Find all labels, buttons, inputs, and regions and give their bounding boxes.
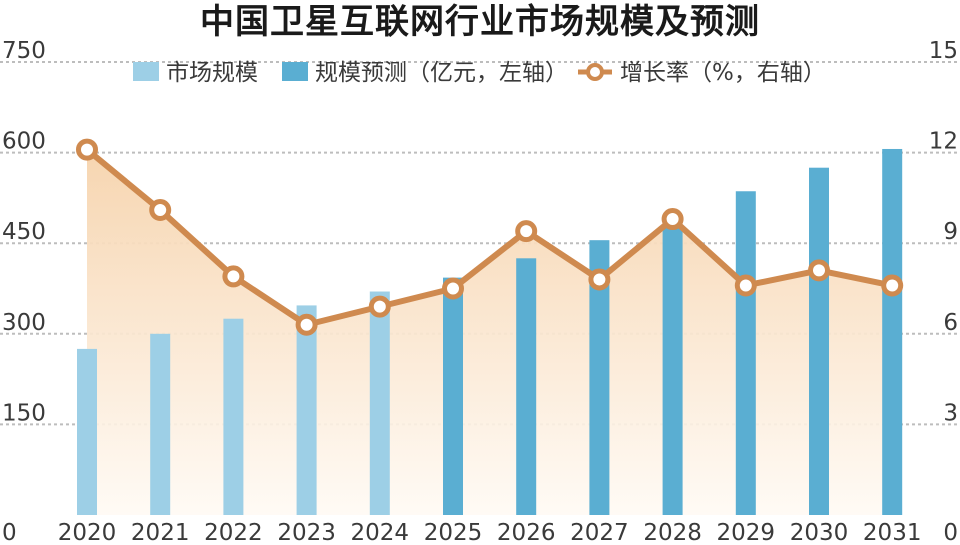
- legend-swatch-market-size: [133, 62, 159, 81]
- growth-point: [661, 208, 684, 231]
- x-tick-label: 2028: [643, 520, 702, 545]
- growth-point: [149, 198, 172, 221]
- axis-labels: 0 0 150 3 300 6 450 9 600 12 750 15 2020 2021 2022 2023…: [2, 38, 958, 545]
- bar-market-size: [296, 305, 317, 515]
- growth-area: [87, 149, 893, 515]
- bar-forecast: [443, 277, 463, 515]
- y-left-tick-label: 450: [2, 219, 46, 245]
- x-tick-label: 2031: [863, 520, 922, 545]
- x-tick-label: 2029: [717, 520, 776, 545]
- bar-forecast: [882, 148, 903, 515]
- y-right-tick-label: 3: [943, 400, 958, 426]
- growth-point: [76, 138, 98, 161]
- legend-label-growth: 增长率（%，右轴）: [620, 60, 826, 86]
- x-tick-label: 2030: [790, 520, 849, 545]
- bar-forecast: [589, 240, 610, 515]
- x-tick-label: 2023: [277, 520, 336, 545]
- y-right-tick-label: 15: [929, 38, 958, 64]
- bar-market-size: [223, 318, 244, 515]
- y-left-tick-label: 150: [2, 400, 46, 426]
- bar-market-size: [77, 348, 97, 515]
- y-right-tick-label: 12: [929, 129, 958, 155]
- y-left-tick-label: 600: [2, 129, 46, 155]
- legend-marker-growth: [586, 63, 604, 81]
- growth-point: [808, 259, 830, 282]
- bar-forecast: [516, 258, 537, 515]
- y-right-tick-label: 9: [943, 219, 958, 245]
- bar-forecast: [662, 225, 683, 515]
- y-left-tick-label: 300: [2, 310, 46, 336]
- growth-point: [295, 313, 318, 336]
- growth-point: [515, 220, 538, 243]
- growth-point: [442, 277, 464, 300]
- legend-label-forecast: 规模预测（亿元，左轴）: [315, 60, 568, 86]
- x-tick-label: 2027: [570, 520, 629, 545]
- y-right-tick-label: 6: [943, 310, 958, 336]
- growth-area-fill: [87, 149, 893, 515]
- growth-point: [734, 274, 757, 297]
- bars: [77, 148, 903, 516]
- x-tick-label: 2021: [131, 520, 190, 545]
- chart-title: 中国卫星互联网行业市场规模及预测: [200, 2, 760, 42]
- x-tick-label: 2022: [204, 520, 263, 545]
- bar-market-size: [150, 333, 171, 515]
- y-right-tick-label: 0: [943, 520, 958, 545]
- bar-market-size: [369, 291, 390, 515]
- legend-label-market-size: 市场规模: [166, 60, 258, 86]
- x-tick-label: 2020: [58, 520, 117, 545]
- x-tick-label: 2025: [424, 520, 483, 545]
- growth-point: [368, 295, 391, 318]
- x-tick-label: 2026: [497, 520, 556, 545]
- legend: 市场规模 规模预测（亿元，左轴） 增长率（%，右轴）: [133, 60, 826, 86]
- growth-point: [588, 268, 611, 291]
- growth-point: [881, 274, 904, 297]
- legend-swatch-forecast: [282, 62, 308, 81]
- y-left-tick-label: 0: [2, 520, 17, 545]
- bar-forecast: [809, 167, 829, 515]
- x-tick-label: 2024: [351, 520, 410, 545]
- y-left-tick-label: 750: [2, 38, 46, 64]
- growth-polyline: [85, 147, 893, 328]
- growth-point: [222, 265, 245, 288]
- bar-forecast: [735, 191, 756, 516]
- growth-line: [76, 138, 904, 336]
